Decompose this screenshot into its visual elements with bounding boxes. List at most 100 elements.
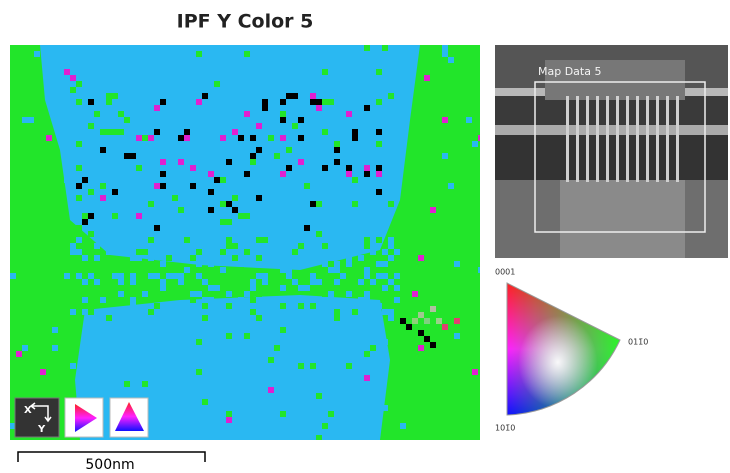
map-pixel — [238, 267, 244, 273]
map-pixel — [274, 285, 280, 291]
map-pixel — [430, 99, 436, 105]
map-pixel — [322, 243, 328, 249]
map-pixel — [52, 327, 58, 333]
map-pixel — [202, 279, 208, 285]
map-pixel — [442, 51, 448, 57]
sem-fin — [596, 96, 599, 182]
map-pixel — [82, 309, 88, 315]
map-pixel — [382, 339, 388, 345]
map-pixel — [364, 105, 370, 111]
map-pixel — [112, 273, 118, 279]
map-pixel — [358, 279, 364, 285]
map-pixel — [286, 267, 292, 273]
map-pixel — [76, 141, 82, 147]
map-pixel — [286, 147, 292, 153]
map-pixel — [112, 231, 118, 237]
map-pixel — [226, 201, 232, 207]
map-pixel — [178, 135, 184, 141]
map-pixel — [184, 237, 190, 243]
sem-fin — [566, 96, 569, 182]
map-pixel — [274, 297, 280, 303]
map-pixel — [94, 111, 100, 117]
map-pixel — [292, 249, 298, 255]
map-pixel — [64, 177, 70, 183]
map-pixel — [172, 255, 178, 261]
map-pixel — [322, 255, 328, 261]
map-pixel — [364, 45, 370, 51]
map-pixel — [226, 417, 232, 423]
map-pixel — [322, 69, 328, 75]
ipf-map — [10, 45, 484, 441]
sem-fin — [656, 96, 659, 182]
map-pixel — [76, 231, 82, 237]
key-label: 101̄0 — [495, 424, 515, 433]
map-pixel — [58, 249, 64, 255]
map-pixel — [100, 183, 106, 189]
map-pixel — [316, 99, 322, 105]
map-pixel — [178, 279, 184, 285]
map-pixel — [466, 117, 472, 123]
map-pixel — [226, 291, 232, 297]
map-pixel — [280, 171, 286, 177]
map-pixel — [22, 339, 28, 345]
map-pixel — [178, 285, 184, 291]
map-pixel — [94, 321, 100, 327]
map-pixel — [304, 225, 310, 231]
map-pixel — [232, 243, 238, 249]
map-pixel — [34, 51, 40, 57]
map-pixel — [400, 318, 406, 324]
map-pixel — [220, 267, 226, 273]
map-pixel — [136, 165, 142, 171]
map-pixel — [208, 255, 214, 261]
map-pixel — [442, 153, 448, 159]
map-pixel — [352, 135, 358, 141]
map-pixel — [118, 249, 124, 255]
map-pixel — [232, 207, 238, 213]
map-pixel — [352, 285, 358, 291]
map-pixel — [376, 417, 382, 423]
map-pixel — [244, 291, 250, 297]
map-pixel — [214, 273, 220, 279]
map-pixel — [22, 345, 28, 351]
map-pixel — [130, 363, 136, 369]
map-pixel — [130, 297, 136, 303]
map-pixel — [472, 369, 478, 375]
axis-button[interactable] — [15, 398, 59, 437]
map-pixel — [82, 177, 88, 183]
map-pixel — [64, 165, 70, 171]
map-pixel — [196, 249, 202, 255]
map-pixel — [322, 99, 328, 105]
map-pixel — [316, 231, 322, 237]
map-pixel — [70, 273, 76, 279]
map-pixel — [322, 165, 328, 171]
map-pixel — [316, 279, 322, 285]
map-pixel — [238, 135, 244, 141]
map-pixel — [298, 303, 304, 309]
map-pixel — [298, 117, 304, 123]
map-pixel — [334, 381, 340, 387]
axis-y-label: Y — [37, 424, 46, 435]
map-pixel — [370, 387, 376, 393]
map-pixel — [370, 315, 376, 321]
map-pixel — [106, 243, 112, 249]
map-pixel — [100, 147, 106, 153]
map-pixel — [220, 219, 226, 225]
map-pixel — [238, 297, 244, 303]
map-pixel — [64, 129, 70, 135]
map-pixel — [94, 255, 100, 261]
map-pixel — [256, 237, 262, 243]
map-pixel — [232, 129, 238, 135]
map-toolbar[interactable]: X Y — [15, 398, 148, 437]
map-pixel — [130, 279, 136, 285]
map-pixel — [106, 249, 112, 255]
map-pixel — [286, 273, 292, 279]
map-pixel — [388, 93, 394, 99]
map-pixel — [280, 267, 286, 273]
map-pixel — [244, 111, 250, 117]
map-pixel — [328, 297, 334, 303]
map-pixel — [358, 255, 364, 261]
map-pixel — [220, 201, 226, 207]
map-pixel — [154, 225, 160, 231]
map-pixel — [310, 279, 316, 285]
map-pixel — [292, 93, 298, 99]
